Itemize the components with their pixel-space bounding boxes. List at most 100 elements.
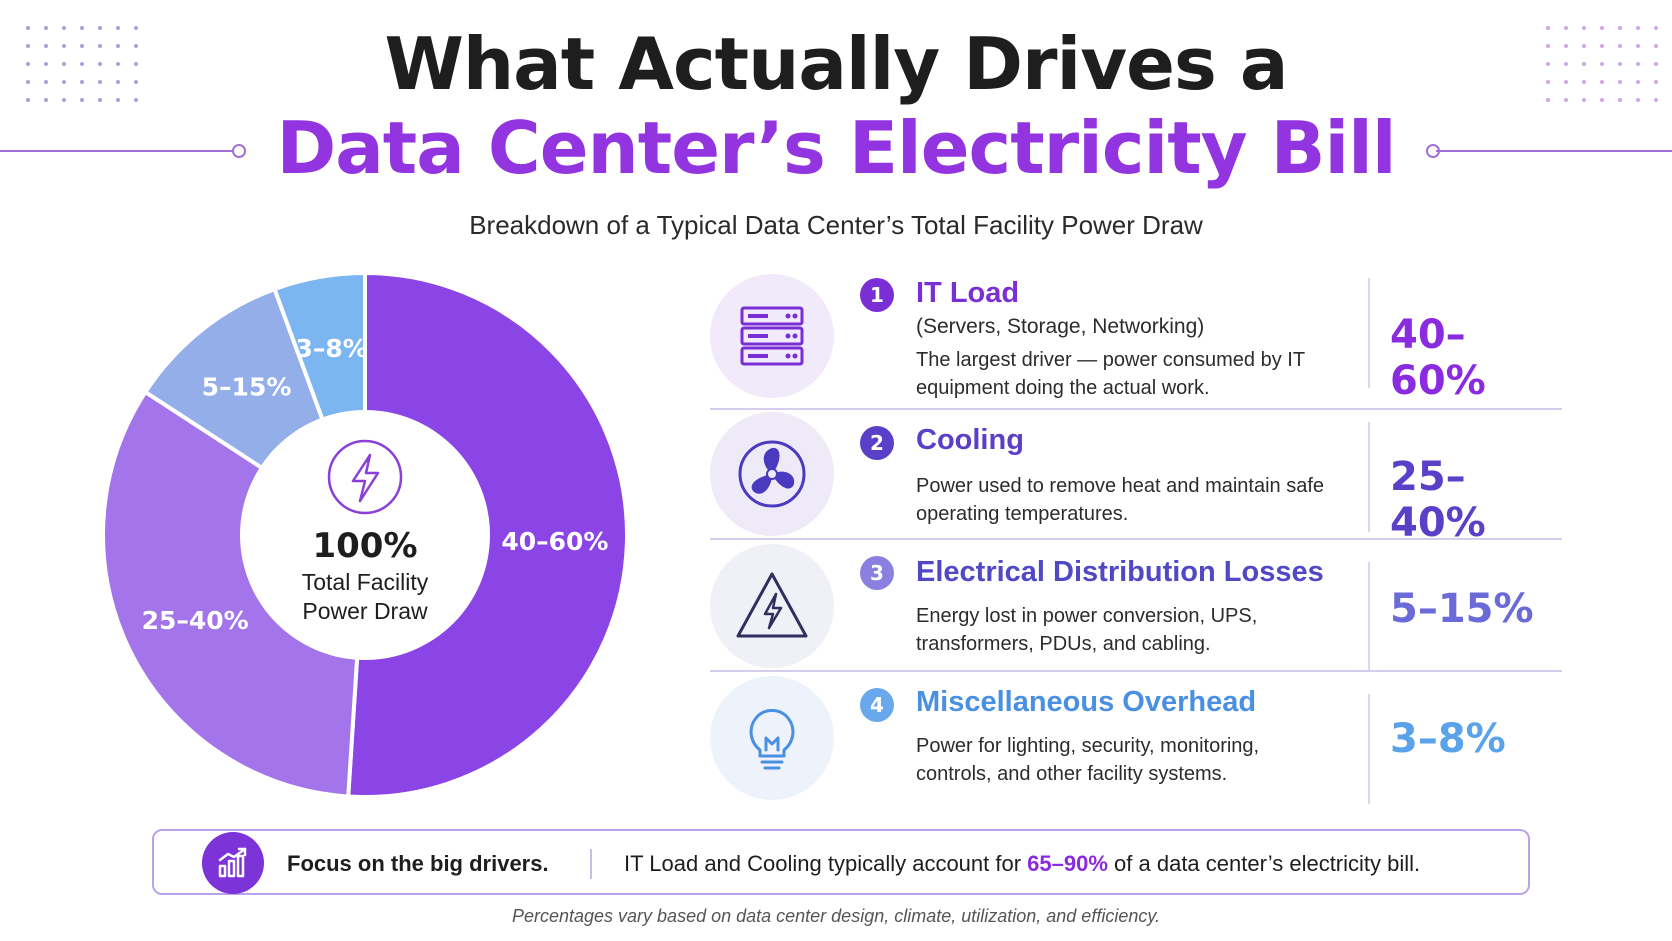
- decorative-dot: [1618, 62, 1622, 66]
- decorative-dot: [44, 80, 48, 84]
- callout-heading: Focus on the big drivers.: [287, 851, 549, 876]
- decorative-dot: [1582, 44, 1586, 48]
- list-item-cooling: 2 Cooling Power used to remove heat and …: [710, 412, 1562, 546]
- decorative-dot: [134, 26, 138, 30]
- donut-center: [240, 410, 490, 660]
- row-percent: 40–60%: [1390, 312, 1486, 404]
- growth-chart-icon-circle: [202, 832, 264, 894]
- row-number: 1: [860, 278, 894, 312]
- decorative-dot: [1546, 80, 1550, 84]
- decorative-dot: [1546, 62, 1550, 66]
- row-percent: 3–8%: [1390, 716, 1506, 762]
- callout-banner: Focus on the big drivers. IT Load and Co…: [152, 829, 1530, 895]
- fan-icon: [738, 440, 806, 508]
- decorative-dot: [1654, 44, 1658, 48]
- callout-text-before: IT Load and Cooling typically account fo…: [624, 851, 1028, 876]
- decorative-dot: [62, 26, 66, 30]
- title-rule-right: [1436, 150, 1672, 152]
- decorative-dot: [1618, 26, 1622, 30]
- decorative-dot: [44, 26, 48, 30]
- decorative-dot: [80, 44, 84, 48]
- light-bulb-icon: [749, 709, 795, 770]
- decorative-dot: [98, 44, 102, 48]
- center-label-line1: Total Facility: [302, 569, 429, 595]
- decorative-dot: [26, 98, 30, 102]
- row-percent: 25–40%: [1390, 454, 1486, 546]
- decorative-dot: [62, 98, 66, 102]
- row-separator: [710, 670, 1562, 672]
- row-title: Cooling: [916, 424, 1024, 456]
- decorative-dot: [1546, 98, 1550, 102]
- center-value: 100%: [312, 526, 417, 566]
- row-subtitle: (Servers, Storage, Networking): [916, 315, 1205, 338]
- slice-label: 25–40%: [142, 606, 249, 635]
- decorative-dot: [26, 26, 30, 30]
- decorative-dot: [44, 98, 48, 102]
- decorative-dot: [1564, 26, 1568, 30]
- decorative-dot: [1654, 26, 1658, 30]
- decorative-dot: [1600, 62, 1604, 66]
- row-title: Miscellaneous Overhead: [916, 686, 1257, 718]
- decorative-dot: [80, 62, 84, 66]
- decorative-dot: [116, 62, 120, 66]
- row-separator: [710, 408, 1562, 410]
- decorative-dot: [1600, 44, 1604, 48]
- slice-label: 3–8%: [296, 334, 368, 363]
- row-description: Power used to remove heat and maintain s…: [916, 475, 1325, 525]
- decorative-dot: [1654, 98, 1658, 102]
- decorative-dot: [98, 62, 102, 66]
- list-item-it-load: 1 IT Load (Servers, Storage, Networking)…: [710, 268, 1562, 404]
- electrical-warning-icon-circle: [710, 544, 834, 668]
- decorative-dot: [134, 44, 138, 48]
- row-number: 2: [860, 426, 894, 460]
- decorative-dot: [1600, 80, 1604, 84]
- decorative-dot: [116, 98, 120, 102]
- row-description: Power for lighting, security, monitoring…: [916, 735, 1260, 785]
- page-title-line2: Data Center’s Electricity Bill: [276, 106, 1396, 190]
- callout-text: IT Load and Cooling typically account fo…: [624, 851, 1420, 877]
- decorative-dot: [1654, 62, 1658, 66]
- decorative-dot: [1636, 26, 1640, 30]
- row-number: 4: [860, 688, 894, 722]
- page-subtitle: Breakdown of a Typical Data Center’s Tot…: [469, 210, 1203, 240]
- decorative-dot: [116, 80, 120, 84]
- row-divider: [1368, 278, 1370, 388]
- decorative-dot: [62, 44, 66, 48]
- list-item-misc-overhead: 4 Miscellaneous Overhead Power for light…: [710, 674, 1562, 806]
- decorative-dots-right: [1546, 26, 1658, 102]
- row-divider: [1368, 694, 1370, 804]
- donut-chart: 40–60% 25–40% 5–15%3–8% 100% Total Facilit…: [101, 270, 629, 799]
- callout-divider: [590, 849, 592, 879]
- decorative-dot: [26, 62, 30, 66]
- decorative-dot: [1564, 80, 1568, 84]
- decorative-dot: [1618, 98, 1622, 102]
- server-rack-icon: [740, 306, 804, 366]
- decorative-dot: [134, 80, 138, 84]
- row-divider: [1368, 422, 1370, 532]
- decorative-dot: [1546, 44, 1550, 48]
- decorative-dot: [62, 62, 66, 66]
- server-rack-icon-circle: [710, 274, 834, 398]
- decorative-dots-left: [26, 26, 138, 102]
- decorative-dot: [1564, 62, 1568, 66]
- decorative-dot: [98, 98, 102, 102]
- row-divider: [1368, 562, 1370, 672]
- decorative-dot: [1546, 26, 1550, 30]
- electrical-warning-icon: [736, 572, 808, 638]
- decorative-dot: [1636, 98, 1640, 102]
- light-bulb-icon-circle: [710, 676, 834, 800]
- decorative-dot: [1582, 80, 1586, 84]
- page-title-line1: What Actually Drives a: [384, 22, 1289, 106]
- row-number: 3: [860, 556, 894, 590]
- decorative-dot: [1564, 98, 1568, 102]
- slice-label: 40–60%: [501, 527, 608, 556]
- growth-chart-icon: [218, 847, 247, 878]
- decorative-dot: [1564, 44, 1568, 48]
- decorative-dot: [134, 98, 138, 102]
- decorative-dot: [1600, 98, 1604, 102]
- decorative-dot: [1636, 80, 1640, 84]
- fan-icon-circle: [710, 412, 834, 536]
- decorative-dot: [44, 62, 48, 66]
- row-description: The largest driver — power consumed by I…: [916, 349, 1305, 399]
- decorative-dot: [1582, 98, 1586, 102]
